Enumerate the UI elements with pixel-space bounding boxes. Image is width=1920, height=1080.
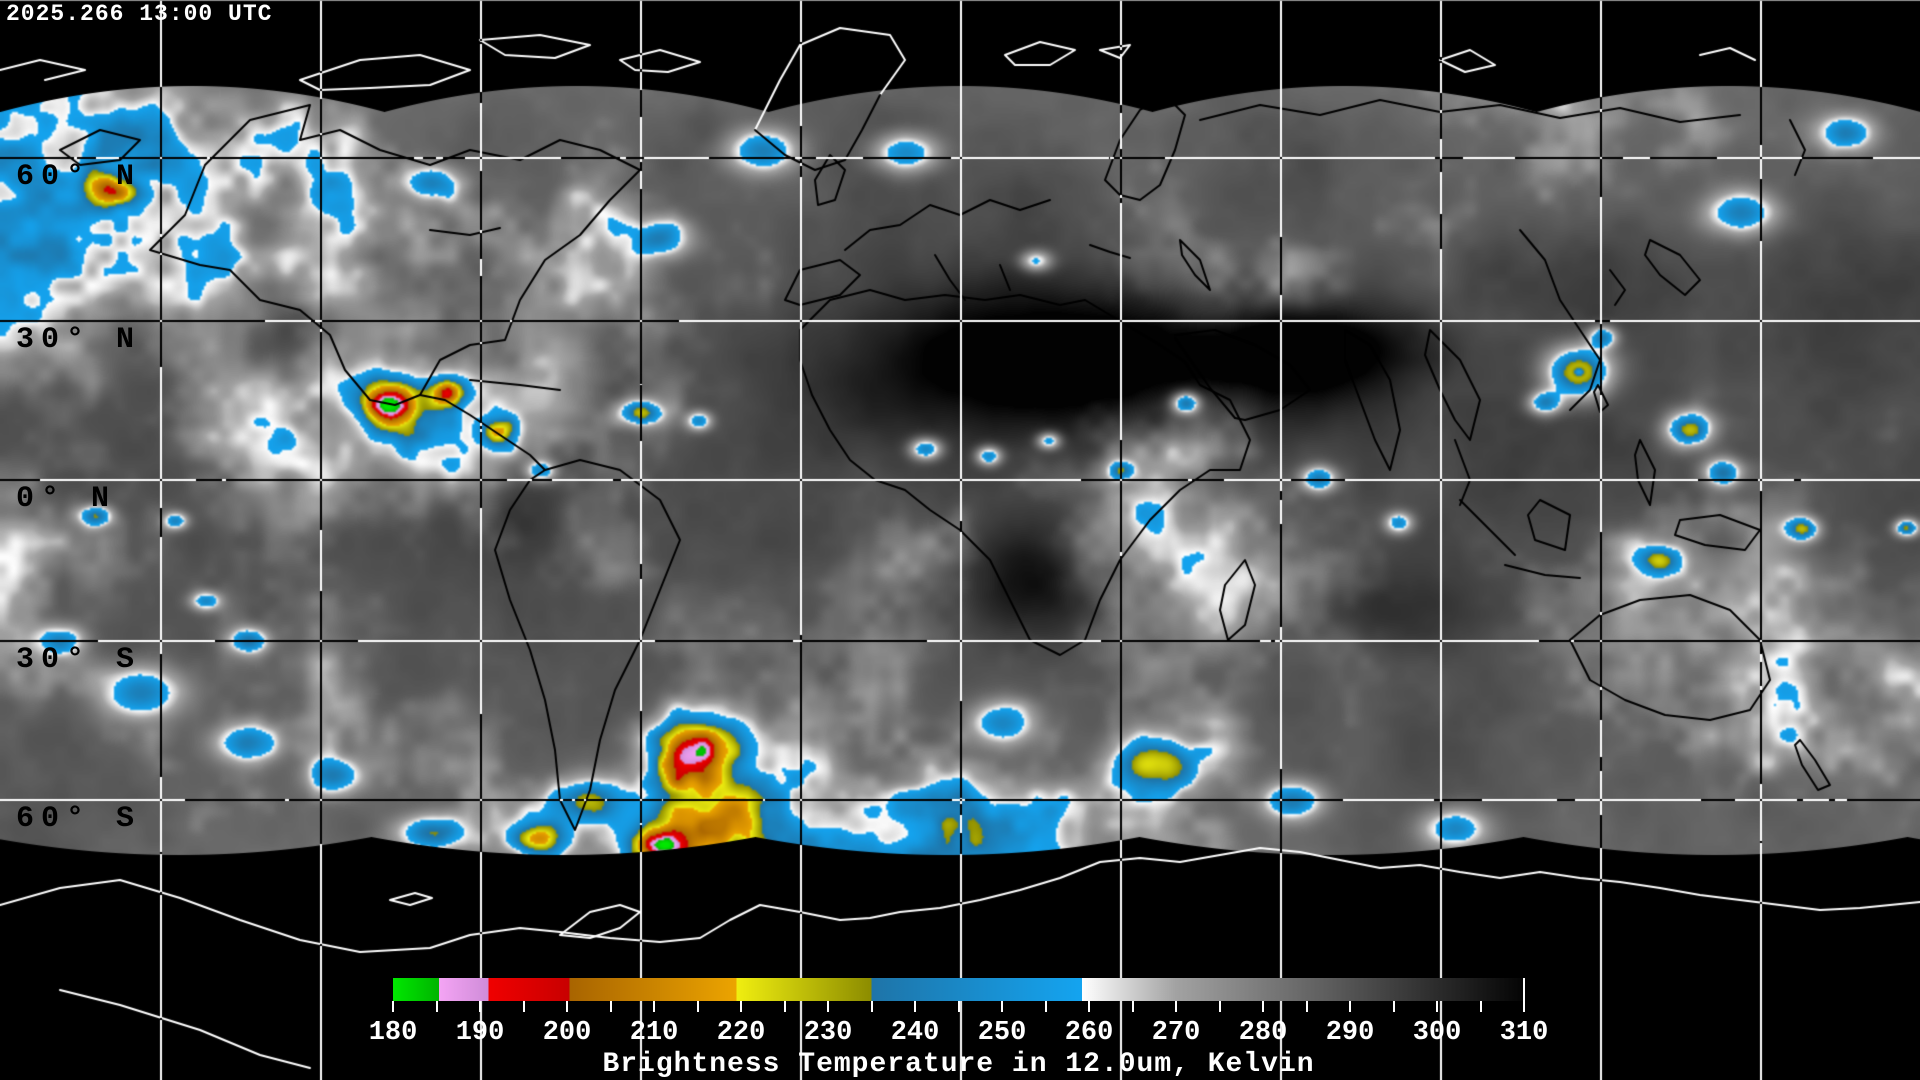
colorbar-tick	[1392, 1001, 1395, 1012]
colorbar-tick	[1436, 1001, 1438, 1012]
colorbar-tick-label: 250	[977, 1018, 1027, 1048]
colorbar-tick-label: 180	[368, 1018, 418, 1048]
colorbar-tick	[1305, 1001, 1308, 1012]
colorbar-tick	[1349, 1001, 1351, 1012]
colorbar: 180 190 200 210 220 230 240 250 260 270 280 290 300 3…	[369, 978, 1548, 1080]
colorbar-tick	[435, 1001, 438, 1012]
colorbar-tick-label: 200	[542, 1018, 592, 1048]
colorbar-tick-label: 310	[1499, 1018, 1549, 1048]
colorbar-tick-label: 230	[803, 1018, 853, 1048]
colorbar-tick	[914, 1001, 916, 1012]
colorbar-gradient	[393, 978, 1524, 1001]
colorbar-tick	[1523, 978, 1525, 1012]
colorbar-tick	[1218, 1001, 1221, 1012]
colorbar-tick-label: 270	[1151, 1018, 1201, 1048]
colorbar-tick-label: 190	[455, 1018, 505, 1048]
colorbar-tick-label: 260	[1064, 1018, 1114, 1048]
colorbar-tick	[827, 1001, 829, 1012]
colorbar-tick-label: 300	[1412, 1018, 1462, 1048]
lat-label-60n: 60° N	[16, 160, 142, 194]
colorbar-tick	[479, 1001, 481, 1012]
colorbar-tick	[1175, 1001, 1177, 1012]
lat-label-0n: 0° N	[16, 482, 117, 516]
colorbar-tick	[566, 1001, 568, 1012]
colorbar-tick	[1131, 1001, 1134, 1012]
colorbar-tick-label: 280	[1238, 1018, 1288, 1048]
lat-label-30s: 30° S	[16, 643, 142, 677]
colorbar-caption: Brightness Temperature in 12.0um, Kelvin	[602, 1049, 1315, 1080]
colorbar-tick-label: 240	[890, 1018, 940, 1048]
colorbar-tick	[1262, 1001, 1264, 1012]
colorbar-tick	[392, 1001, 394, 1012]
timestamp-label: 2025.266 13:00 UTC	[6, 1, 273, 27]
colorbar-tick	[522, 1001, 525, 1012]
colorbar-tick	[1044, 1001, 1047, 1012]
colorbar-tick	[957, 1001, 960, 1012]
colorbar-tick-label: 220	[716, 1018, 766, 1048]
colorbar-tick	[1479, 1001, 1482, 1012]
colorbar-tick	[783, 1001, 786, 1012]
colorbar-tick	[609, 1001, 612, 1012]
lat-label-30n: 30° N	[16, 323, 142, 357]
colorbar-tick	[740, 1001, 742, 1012]
colorbar-tick	[696, 1001, 699, 1012]
colorbar-tick	[1001, 1001, 1003, 1012]
colorbar-tick	[1088, 1001, 1090, 1012]
colorbar-tick	[870, 1001, 873, 1012]
colorbar-tick-label: 210	[629, 1018, 679, 1048]
lat-label-60s: 60° S	[16, 802, 142, 836]
colorbar-tick-label: 290	[1325, 1018, 1375, 1048]
colorbar-tick	[653, 1001, 655, 1012]
